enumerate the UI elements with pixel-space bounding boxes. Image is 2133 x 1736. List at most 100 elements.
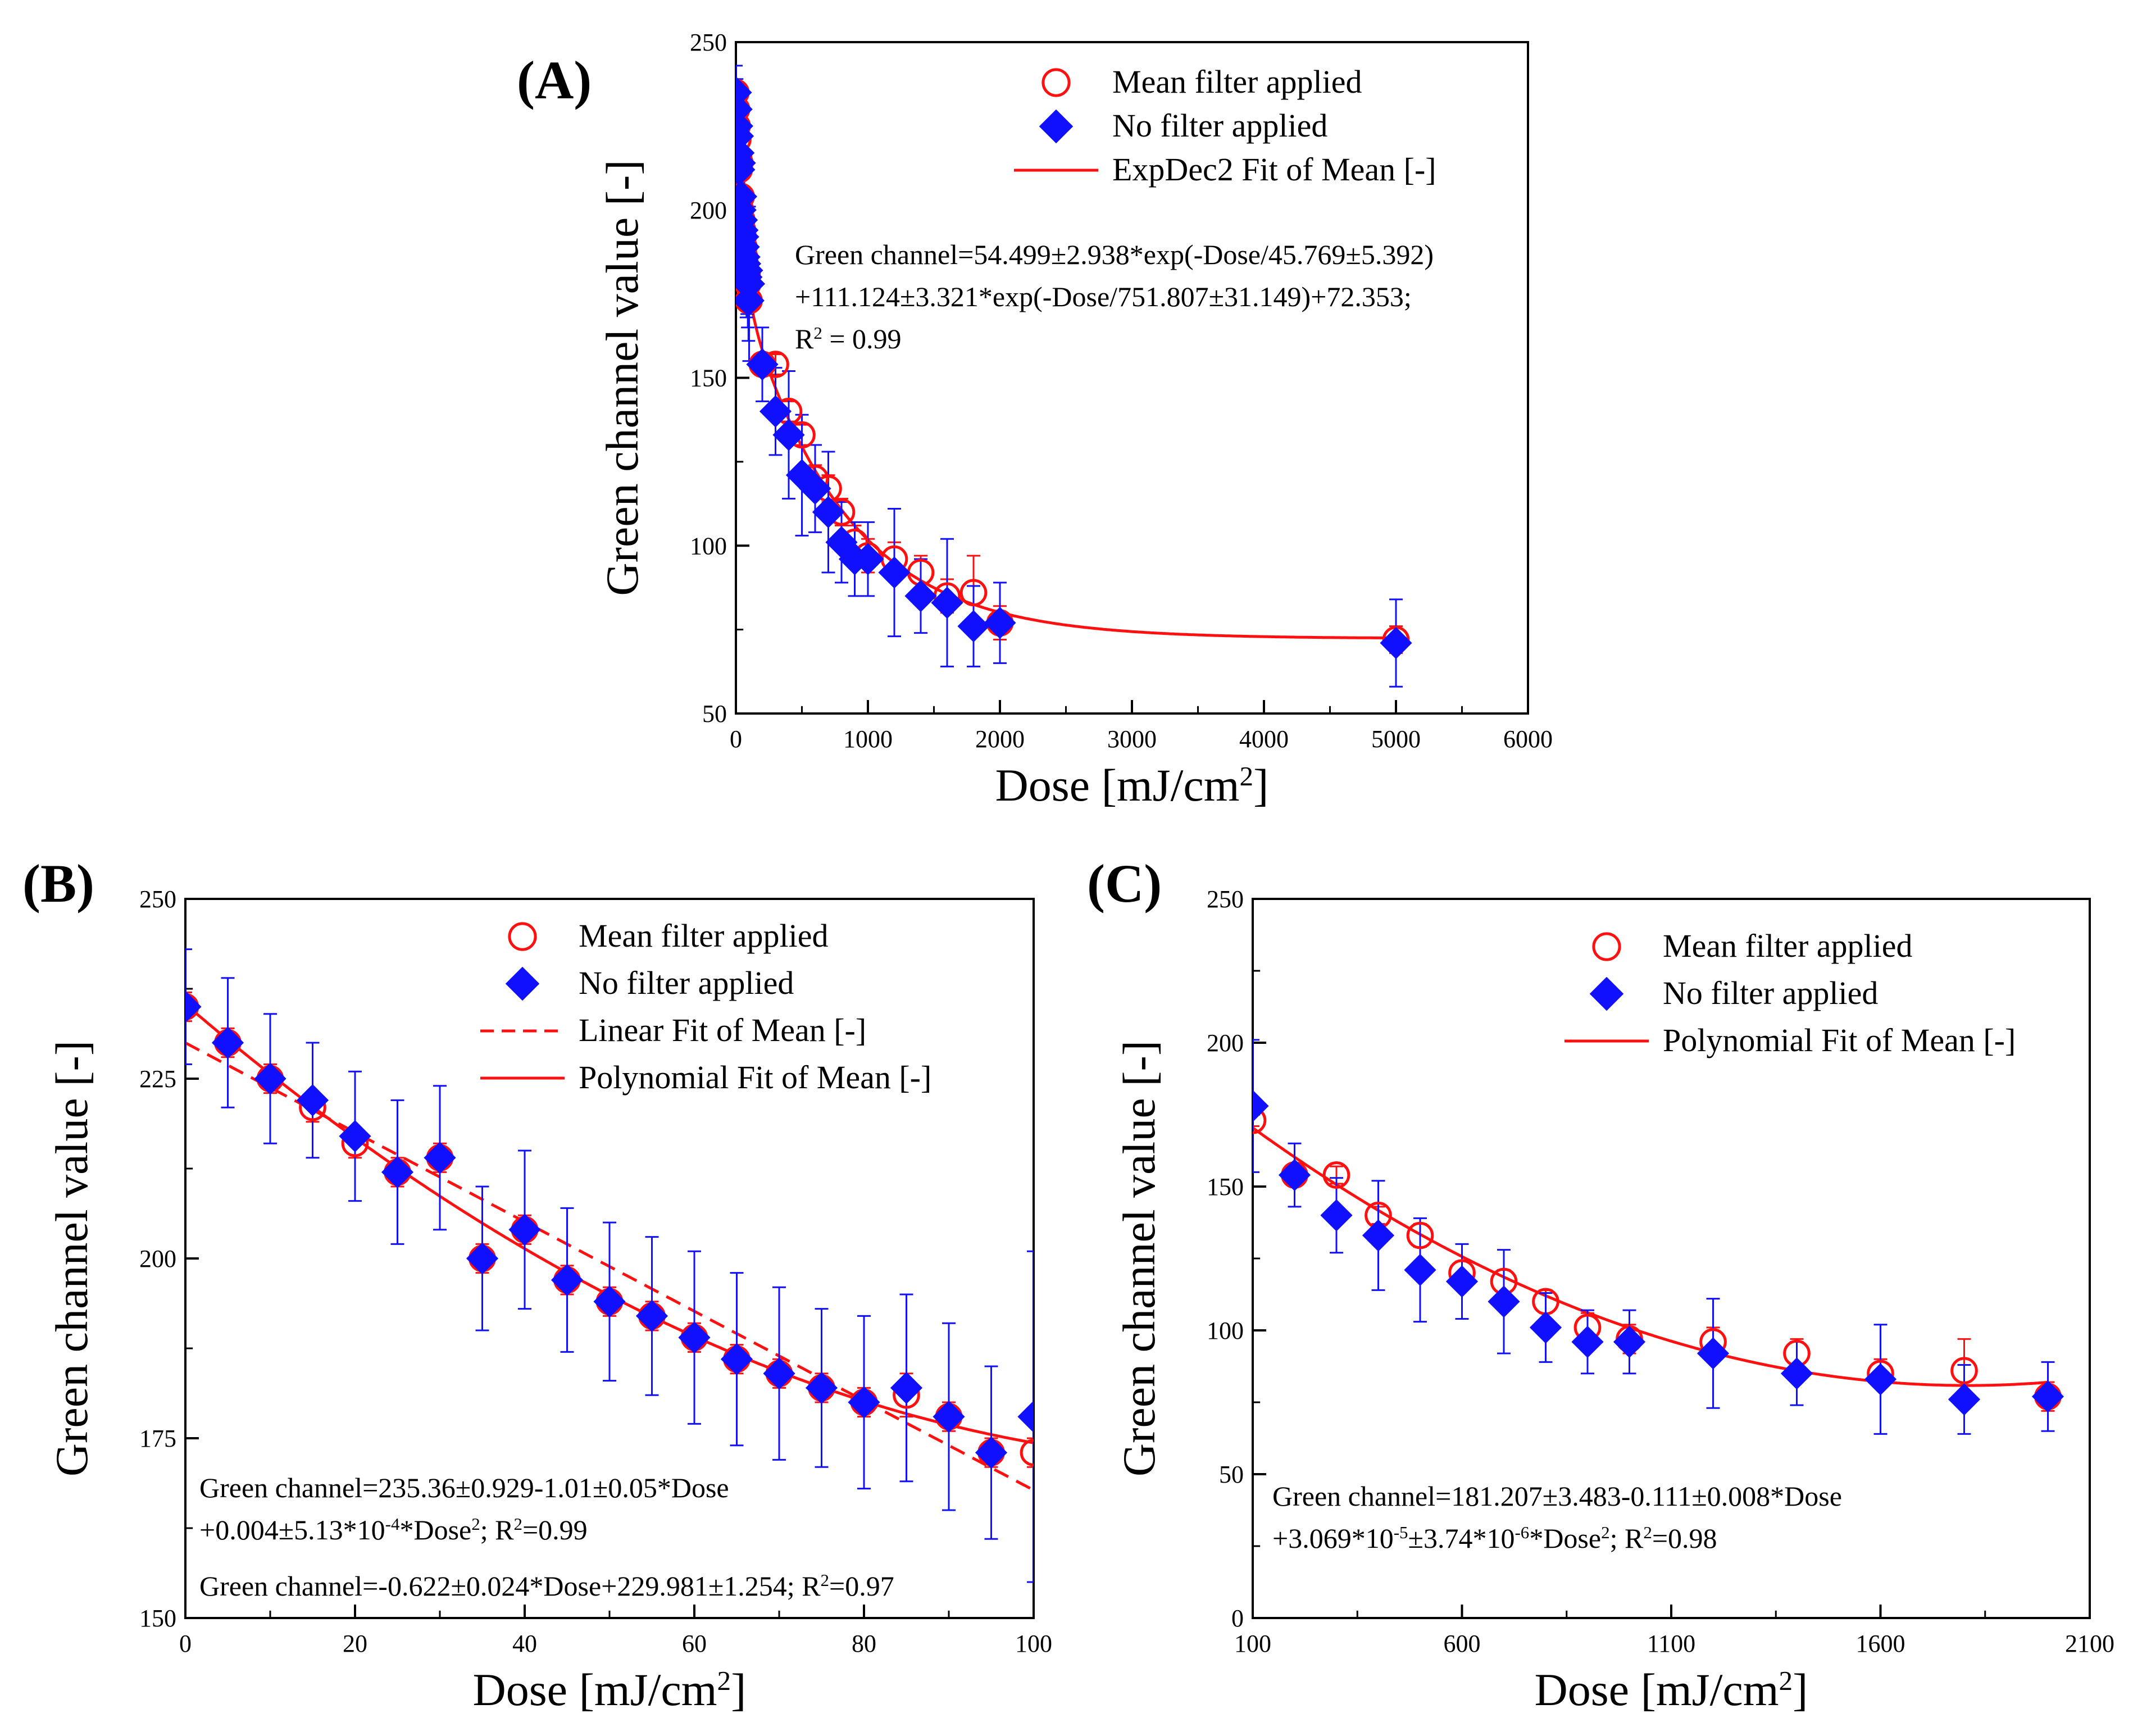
data-point-no-filter (772, 419, 805, 451)
fit-equation-superscript: 2 (1601, 1523, 1610, 1542)
panel-b: (B) 0 20 40 60 80 100 150 175 200 225 250 Dose [mJ/c… (22, 853, 1052, 1715)
data-point-no-filter (805, 1371, 838, 1404)
x-axis-label-text: Dose [mJ/cm (995, 760, 1240, 811)
legend-label: Mean filter applied (1112, 63, 1362, 100)
data-point-no-filter (720, 1343, 753, 1375)
y-tick-label: 250 (139, 885, 176, 913)
panel-label-a: (A) (517, 50, 592, 110)
fit-equation: Green channel=-0.622±0.024*Dose+229.981±… (199, 1570, 894, 1602)
panel-label-b: (B) (22, 853, 94, 914)
data-layer-b (185, 948, 1034, 1583)
fit-equation-text: =0.97 (829, 1570, 894, 1602)
data-layer-c (1253, 1039, 2064, 1435)
data-point-no-filter (508, 1214, 541, 1246)
data-point-no-filter (736, 267, 766, 300)
fit-equation-superscript: 2 (813, 323, 822, 343)
data-point-no-filter (812, 496, 845, 529)
legend-label: No filter applied (1663, 975, 1878, 1011)
fit-equation-text: +111.124±3.321*exp(-Dose/751.807±31.149)… (795, 281, 1412, 312)
legend-label: Polynomial Fit of Mean [-] (1663, 1022, 2016, 1058)
fit-equation-superscript: -5 (1394, 1523, 1408, 1542)
x-tick-label: 100 (1015, 1630, 1052, 1657)
fit-equation-superscript: 2 (1643, 1523, 1652, 1542)
legend-label: No filter applied (579, 965, 794, 1001)
x-axis-label-a: Dose [mJ/cm2] (995, 760, 1269, 811)
y-tick-label: 150 (139, 1605, 176, 1632)
x-tick-label: 0 (179, 1630, 192, 1657)
fit-equation-text: =0.98 (1652, 1523, 1717, 1554)
data-point-no-filter (825, 526, 858, 558)
data-point-no-filter (746, 348, 779, 381)
data-point-mean-filter (959, 579, 988, 607)
fit-equation-text: ; R (1610, 1523, 1644, 1554)
x-axis-label-text: ] (1253, 760, 1268, 811)
data-point-no-filter (890, 1371, 923, 1404)
legend-label: No filter applied (1112, 107, 1327, 144)
data-point-no-filter (1948, 1383, 1981, 1416)
x-tick-label: 0 (730, 725, 742, 753)
data-point-no-filter (1571, 1325, 1604, 1358)
fit-equation-text: *Dose (1529, 1523, 1601, 1554)
y-tick-label: 250 (690, 29, 727, 56)
data-point-no-filter (635, 1299, 668, 1332)
data-point-no-filter (904, 580, 937, 612)
fit-equation-text: +3.069*10 (1272, 1523, 1394, 1554)
y-tick-label: 200 (690, 197, 727, 224)
x-axis-label-superscript: 2 (717, 1665, 731, 1696)
data-point-no-filter (1780, 1357, 1813, 1390)
fit-equation-text: Green channel=181.207±3.483-0.111±0.008*… (1272, 1480, 1842, 1512)
fit-equation: Green channel=54.499±2.938*exp(-Dose/45.… (795, 239, 1434, 270)
fit-equation-text: Green channel=-0.622±0.024*Dose+229.981±… (199, 1570, 821, 1602)
x-tick-label: 2100 (2065, 1630, 2114, 1657)
fit-equation-text: ; R (480, 1514, 514, 1546)
legend-label: Mean filter applied (1663, 928, 1913, 964)
legend-label: ExpDec2 Fit of Mean [-] (1112, 151, 1436, 188)
fit-equation-text: *Dose (399, 1514, 471, 1546)
data-point-no-filter (1697, 1337, 1730, 1370)
data-point-no-filter (1445, 1265, 1479, 1298)
fit-equation: R2 = 0.99 (795, 323, 902, 355)
data-point-no-filter (1320, 1199, 1353, 1231)
data-point-no-filter (1017, 1401, 1034, 1433)
y-tick-label: 150 (1207, 1173, 1244, 1201)
y-axis-label-c: Green channel value [-] (1113, 1040, 1165, 1476)
data-point-no-filter (339, 1120, 371, 1152)
data-point-no-filter (736, 147, 756, 179)
fit-equation-superscript: -4 (385, 1514, 400, 1534)
x-axis-label-text: Dose [mJ/cm (473, 1664, 717, 1715)
fit-line-poly2 (1253, 1126, 2048, 1387)
x-axis-label-superscript: 2 (1779, 1665, 1793, 1696)
data-point-no-filter (551, 1264, 584, 1296)
data-point-no-filter (296, 1084, 329, 1116)
legend-symbol (508, 922, 537, 951)
data-point-no-filter (799, 472, 831, 505)
data-point-mean-filter (1253, 1106, 1267, 1134)
data-point-no-filter (424, 1142, 456, 1174)
data-point-no-filter (1529, 1311, 1562, 1344)
data-point-no-filter (933, 1401, 965, 1433)
data-point-no-filter (763, 1357, 795, 1390)
fit-equation: +111.124±3.321*exp(-Dose/751.807±31.149)… (795, 281, 1412, 312)
data-point-no-filter (848, 1386, 880, 1419)
fit-equation-text: = 0.99 (822, 323, 902, 355)
data-point-no-filter (1488, 1285, 1520, 1318)
x-tick-label: 4000 (1239, 725, 1289, 753)
data-point-no-filter (185, 990, 202, 1023)
x-axis-label-text: Dose [mJ/cm (1535, 1664, 1779, 1715)
fit-equation-text: ±3.74*10 (1408, 1523, 1515, 1554)
data-point-mean-filter (1406, 1221, 1434, 1249)
data-point-no-filter (957, 610, 990, 643)
y-tick-label: 200 (1207, 1029, 1244, 1057)
fit-equation: Green channel=235.36±0.929-1.01±0.05*Dos… (199, 1472, 729, 1503)
legend-symbol (1592, 932, 1621, 961)
data-point-no-filter (2031, 1380, 2064, 1413)
x-axis-label-c: Dose [mJ/cm2] (1535, 1664, 1808, 1715)
legend-symbol (505, 966, 540, 1001)
legend-a: Mean filter applied No filter applied ExpD… (1014, 63, 1436, 188)
data-point-no-filter (1253, 1090, 1269, 1123)
fit-equation-text: R (795, 323, 814, 355)
fit-equation-superscript: 2 (513, 1514, 522, 1534)
x-tick-label: 80 (852, 1630, 876, 1657)
data-point-no-filter (852, 543, 884, 575)
legend-label: Linear Fit of Mean [-] (579, 1012, 866, 1048)
